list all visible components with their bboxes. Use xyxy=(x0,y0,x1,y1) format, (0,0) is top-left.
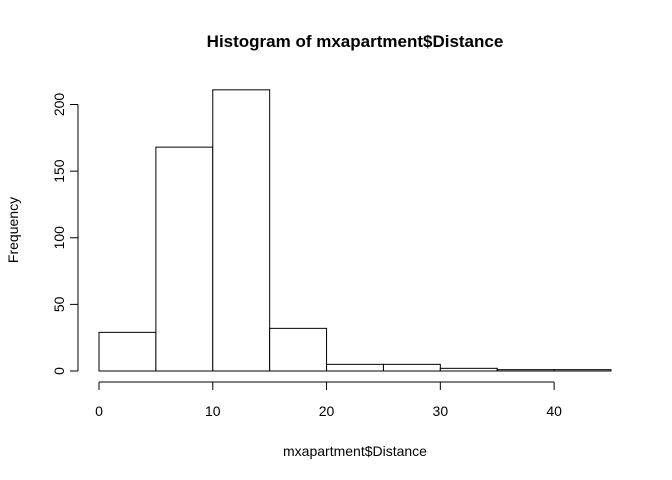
x-axis-label: mxapartment$Distance xyxy=(283,443,427,459)
histogram-bar-8 xyxy=(553,369,612,372)
y-tick-label-1: 50 xyxy=(51,296,67,312)
y-tick-label-4: 200 xyxy=(51,93,67,117)
histogram-bar-6 xyxy=(439,367,498,372)
histogram-bar-2 xyxy=(212,89,271,372)
histogram-bar-0 xyxy=(98,331,157,372)
x-tick-label-2: 20 xyxy=(319,403,335,419)
histogram-bar-7 xyxy=(496,369,555,372)
bars-group xyxy=(98,89,612,372)
y-tick-label-3: 150 xyxy=(51,159,67,183)
x-tick-label-4: 40 xyxy=(546,403,562,419)
histogram-bar-4 xyxy=(326,363,384,372)
y-axis: 0 50 100 150 200 xyxy=(51,93,79,375)
y-tick-label-0: 0 xyxy=(51,367,67,375)
x-tick-label-3: 30 xyxy=(433,403,449,419)
histogram-bar-5 xyxy=(382,363,441,372)
histogram-bar-1 xyxy=(155,146,214,372)
y-tick-label-2: 100 xyxy=(51,226,67,250)
chart-title: Histogram of mxapartment$Distance xyxy=(207,32,504,51)
histogram-bar-3 xyxy=(269,327,328,372)
x-tick-label-1: 10 xyxy=(205,403,221,419)
y-axis-label: Frequency xyxy=(5,197,21,263)
x-axis: 0 10 20 30 40 xyxy=(95,381,562,419)
x-tick-label-0: 0 xyxy=(95,403,103,419)
